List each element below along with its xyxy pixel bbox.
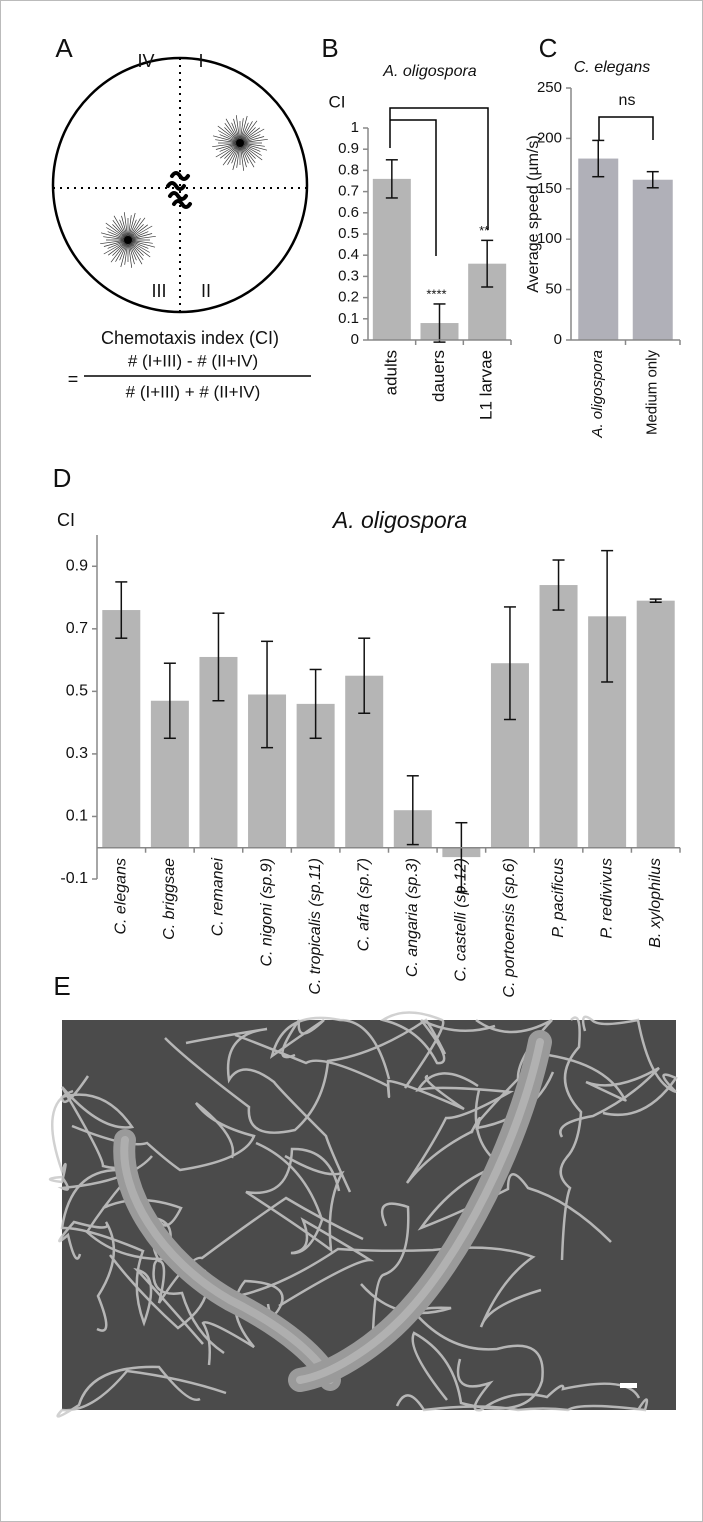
error-bar <box>406 775 419 846</box>
chart-title: A. oligospora <box>382 63 476 80</box>
x-tick-label: C. afra (sp.7) <box>355 858 372 951</box>
x-tick-label: C. remanei <box>210 858 227 937</box>
y-tick-label: 0 <box>351 331 359 348</box>
formula-denominator: # (I+III) + # (II+IV) <box>126 382 261 401</box>
y-axis-label: CI <box>329 92 346 111</box>
y-tick-label: 0 <box>554 331 562 348</box>
error-bar <box>649 598 662 603</box>
y-axis-label: Average speed (µm/s) <box>525 135 542 292</box>
y-tick-label: 0.4 <box>338 246 359 263</box>
panel-label: D <box>53 463 72 493</box>
y-tick-label: 0.2 <box>338 289 359 306</box>
error-bar <box>481 239 494 288</box>
y-tick-label: 250 <box>537 79 562 96</box>
x-tick-label: P. redivivus <box>598 858 615 939</box>
panel-label: E <box>53 971 70 1001</box>
y-tick-label: 200 <box>537 129 562 146</box>
y-tick-label: 100 <box>537 230 562 247</box>
bar <box>632 179 673 340</box>
x-tick-label: P. pacificus <box>550 858 567 938</box>
y-tick-label: 0.1 <box>66 808 88 825</box>
x-tick-label: C. elegans <box>113 858 130 935</box>
y-tick-label: 150 <box>537 180 562 197</box>
x-tick-label: C. castelli (sp.12) <box>453 858 470 982</box>
error-bar <box>358 637 371 715</box>
panel-label: A <box>55 33 73 63</box>
chemotaxis-plate <box>51 56 309 314</box>
error-bar <box>646 170 659 189</box>
y-tick-label: 0.8 <box>338 161 359 178</box>
error-bar <box>212 612 225 702</box>
x-tick-label: C. briggsae <box>161 858 178 940</box>
quadrant-label: I <box>198 51 203 71</box>
error-bar <box>163 662 176 740</box>
x-tick-label: C. tropicalis (sp.11) <box>307 858 324 995</box>
y-tick-label: 0.9 <box>66 557 88 574</box>
y-tick-label: 0.5 <box>66 683 88 700</box>
y-tick-label: 0.5 <box>338 225 359 242</box>
error-bar <box>601 549 614 683</box>
y-tick-label: -0.1 <box>60 870 88 887</box>
error-bar <box>433 303 446 343</box>
quadrant-label: III <box>151 281 166 301</box>
significance-label: ** <box>479 223 489 238</box>
x-tick-label: C. portoensis (sp.6) <box>501 858 518 998</box>
chart-title: A. oligospora <box>331 507 467 533</box>
error-bar <box>455 821 468 893</box>
bar <box>578 158 619 340</box>
y-axis-label: CI <box>57 510 75 530</box>
sem-image <box>48 1011 678 1418</box>
y-tick-label: 0.9 <box>338 140 359 157</box>
x-tick-label: Medium only <box>644 350 661 436</box>
chart-title: C. elegans <box>574 59 651 76</box>
x-tick-label: C. nigoni (sp.9) <box>258 858 275 967</box>
y-tick-label: 0.3 <box>338 267 359 284</box>
panel-label: B <box>321 33 338 63</box>
bar <box>102 610 141 848</box>
quadrant-label: II <box>201 281 211 301</box>
error-bar <box>385 159 398 199</box>
y-tick-label: 1 <box>351 119 359 136</box>
x-tick-label: adults <box>381 350 400 395</box>
formula-numerator: # (I+III) - # (II+IV) <box>128 351 258 370</box>
x-tick-label: B. xylophilus <box>647 858 664 948</box>
x-tick-label: A. oligospora <box>589 350 606 439</box>
bar <box>636 600 675 848</box>
panel-label: C <box>539 33 558 63</box>
bar <box>372 178 411 340</box>
significance-brackets <box>389 107 654 256</box>
formula-title: Chemotaxis index (CI) <box>101 328 279 348</box>
x-tick-label: C. angaria (sp.3) <box>404 858 421 977</box>
formula-equals: = <box>68 369 79 389</box>
significance-label: **** <box>426 286 446 301</box>
y-tick-label: 50 <box>545 281 562 298</box>
bar <box>539 585 578 848</box>
error-bar <box>115 581 128 639</box>
error-bar <box>552 559 565 611</box>
error-bar <box>592 139 605 178</box>
x-tick-label: L1 larvae <box>477 350 496 420</box>
annotation: ns <box>619 92 636 109</box>
error-bar <box>503 606 516 721</box>
y-tick-label: 0.7 <box>338 183 359 200</box>
y-tick-label: 0.3 <box>66 745 88 762</box>
y-tick-label: 0.7 <box>66 620 88 637</box>
y-tick-label: 0.1 <box>338 310 359 327</box>
x-tick-label: dauers <box>429 350 448 402</box>
y-tick-label: 0.6 <box>338 204 359 221</box>
error-bar <box>309 668 322 740</box>
quadrant-label: IV <box>137 51 154 71</box>
error-bar <box>261 640 274 749</box>
